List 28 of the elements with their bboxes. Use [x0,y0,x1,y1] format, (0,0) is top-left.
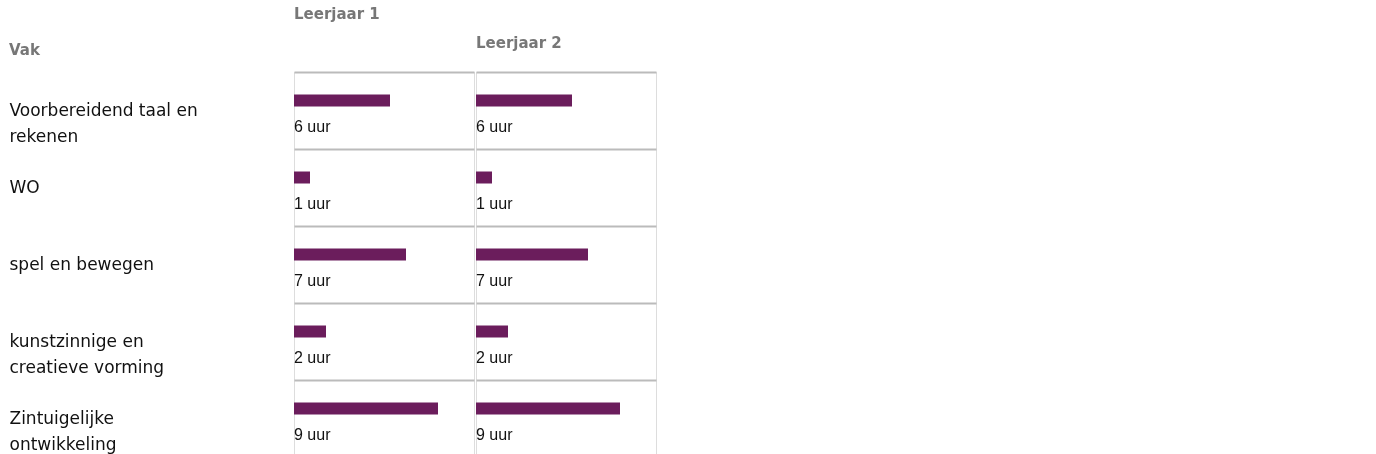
y-axis-title: Vak [9,41,41,59]
data-label: 6 uur [476,117,514,135]
data-label: 2 uur [294,348,332,366]
chart-title: Leerjaar 2 [476,34,562,52]
y-tick-label: Voorbereidend taal en rekenen [9,99,198,146]
bar [476,402,620,415]
data-label: 9 uur [476,425,514,443]
bar [476,248,588,261]
bar [476,94,572,107]
bar [476,325,508,338]
bar [294,171,310,184]
bar [294,325,326,338]
data-label: 1 uur [476,194,514,212]
data-label: 2 uur [476,348,514,366]
data-label: 7 uur [476,271,514,289]
bar [294,248,406,261]
bar [294,402,438,415]
y-tick-label: WO [9,176,40,197]
y-tick-label: kunstzinnige en creatieve vorming [9,330,165,377]
chart-title: Leerjaar 1 [294,5,380,23]
data-label: 7 uur [294,271,332,289]
data-label: 6 uur [294,117,332,135]
y-tick-label: spel en bewegen [9,253,155,274]
data-label: 1 uur [294,194,332,212]
data-label: 9 uur [294,425,332,443]
y-tick-label: Zintuigelijke ontwikkeling [9,407,117,454]
bar [294,94,390,107]
bar [476,171,492,184]
